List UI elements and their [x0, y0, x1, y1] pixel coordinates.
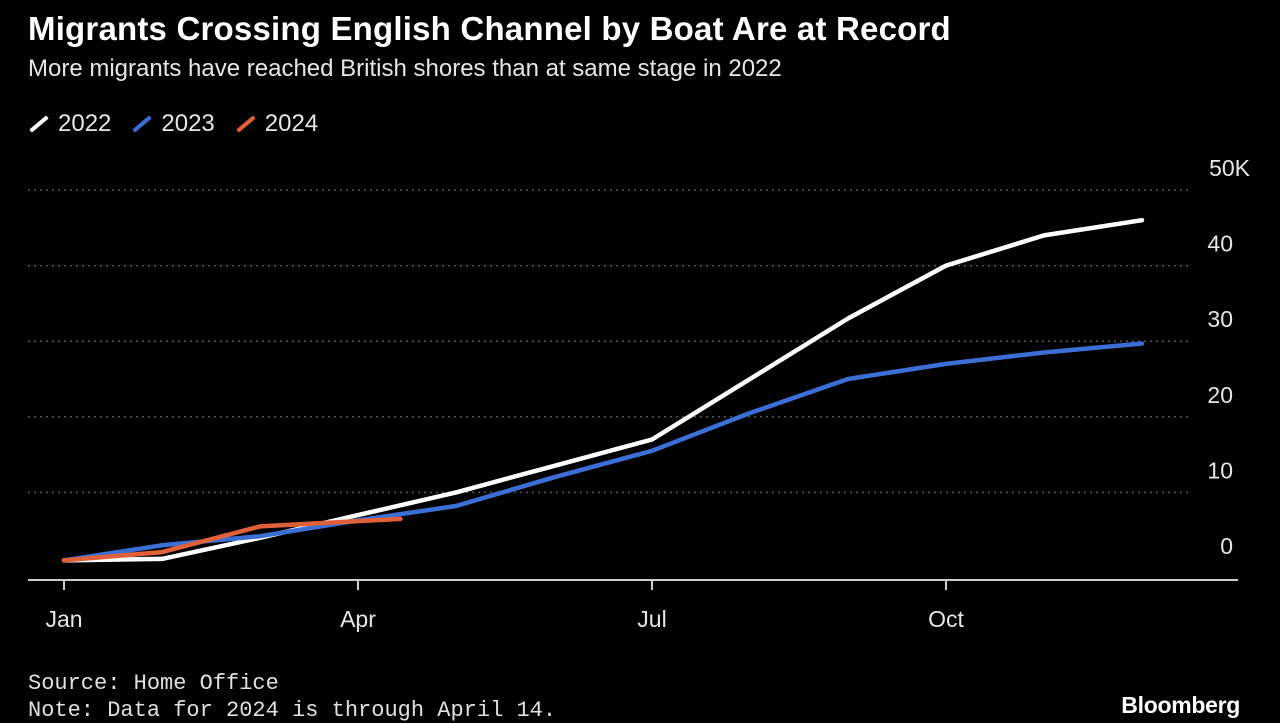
legend-label-2023: 2023: [161, 110, 215, 137]
y-tick-label-0: 0: [1220, 533, 1233, 559]
y-tick-label-2: 20: [1207, 382, 1233, 408]
bloomberg-logo: Bloomberg: [1121, 692, 1240, 718]
legend-item-2023: 2023: [131, 110, 215, 138]
series-line-2022: [61, 217, 1145, 563]
y-tick-label-5: 50K: [1209, 155, 1251, 181]
series-line-2024: [61, 516, 403, 563]
chart-title: Migrants Crossing English Channel by Boa…: [28, 10, 951, 47]
y-tick-label-4: 40: [1207, 231, 1233, 257]
x-tick-label-1: Apr: [340, 606, 376, 632]
chart-subtitle: More migrants have reached British shore…: [28, 55, 782, 82]
y-tick-label-1: 10: [1207, 457, 1233, 483]
legend: 2022 2023 2024: [28, 110, 318, 138]
legend-item-2024: 2024: [235, 110, 318, 138]
x-tick-label-2: Jul: [637, 606, 666, 632]
y-tick-label-3: 30: [1207, 306, 1233, 332]
legend-label-2022: 2022: [58, 110, 112, 137]
data-note: Note: Data for 2024 is through April 14.: [28, 698, 557, 723]
x-tick-label-3: Oct: [928, 606, 964, 632]
legend-item-2022: 2022: [28, 110, 111, 138]
x-tick-label-0: Jan: [45, 606, 82, 632]
series-line-2023: [61, 341, 1145, 563]
legend-label-2024: 2024: [264, 110, 319, 137]
source-note: Source: Home Office: [28, 671, 279, 696]
